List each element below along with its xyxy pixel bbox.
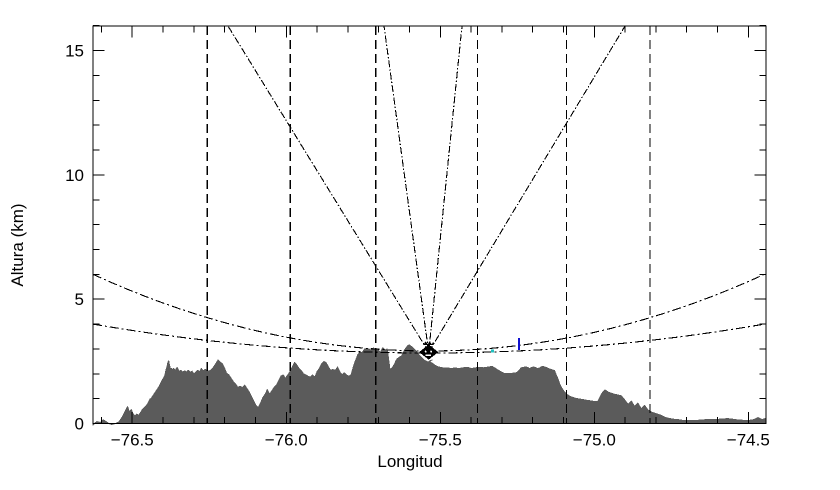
svg-text:10: 10 xyxy=(65,166,84,185)
svg-text:−74.5: −74.5 xyxy=(727,431,770,450)
svg-text:5: 5 xyxy=(75,290,84,309)
svg-text:15: 15 xyxy=(65,42,84,61)
svg-text:−76.5: −76.5 xyxy=(111,431,154,450)
svg-text:−76.0: −76.0 xyxy=(265,431,308,450)
svg-text:−75.0: −75.0 xyxy=(573,431,616,450)
svg-text:0: 0 xyxy=(75,415,84,434)
svg-text:−75.5: −75.5 xyxy=(419,431,462,450)
